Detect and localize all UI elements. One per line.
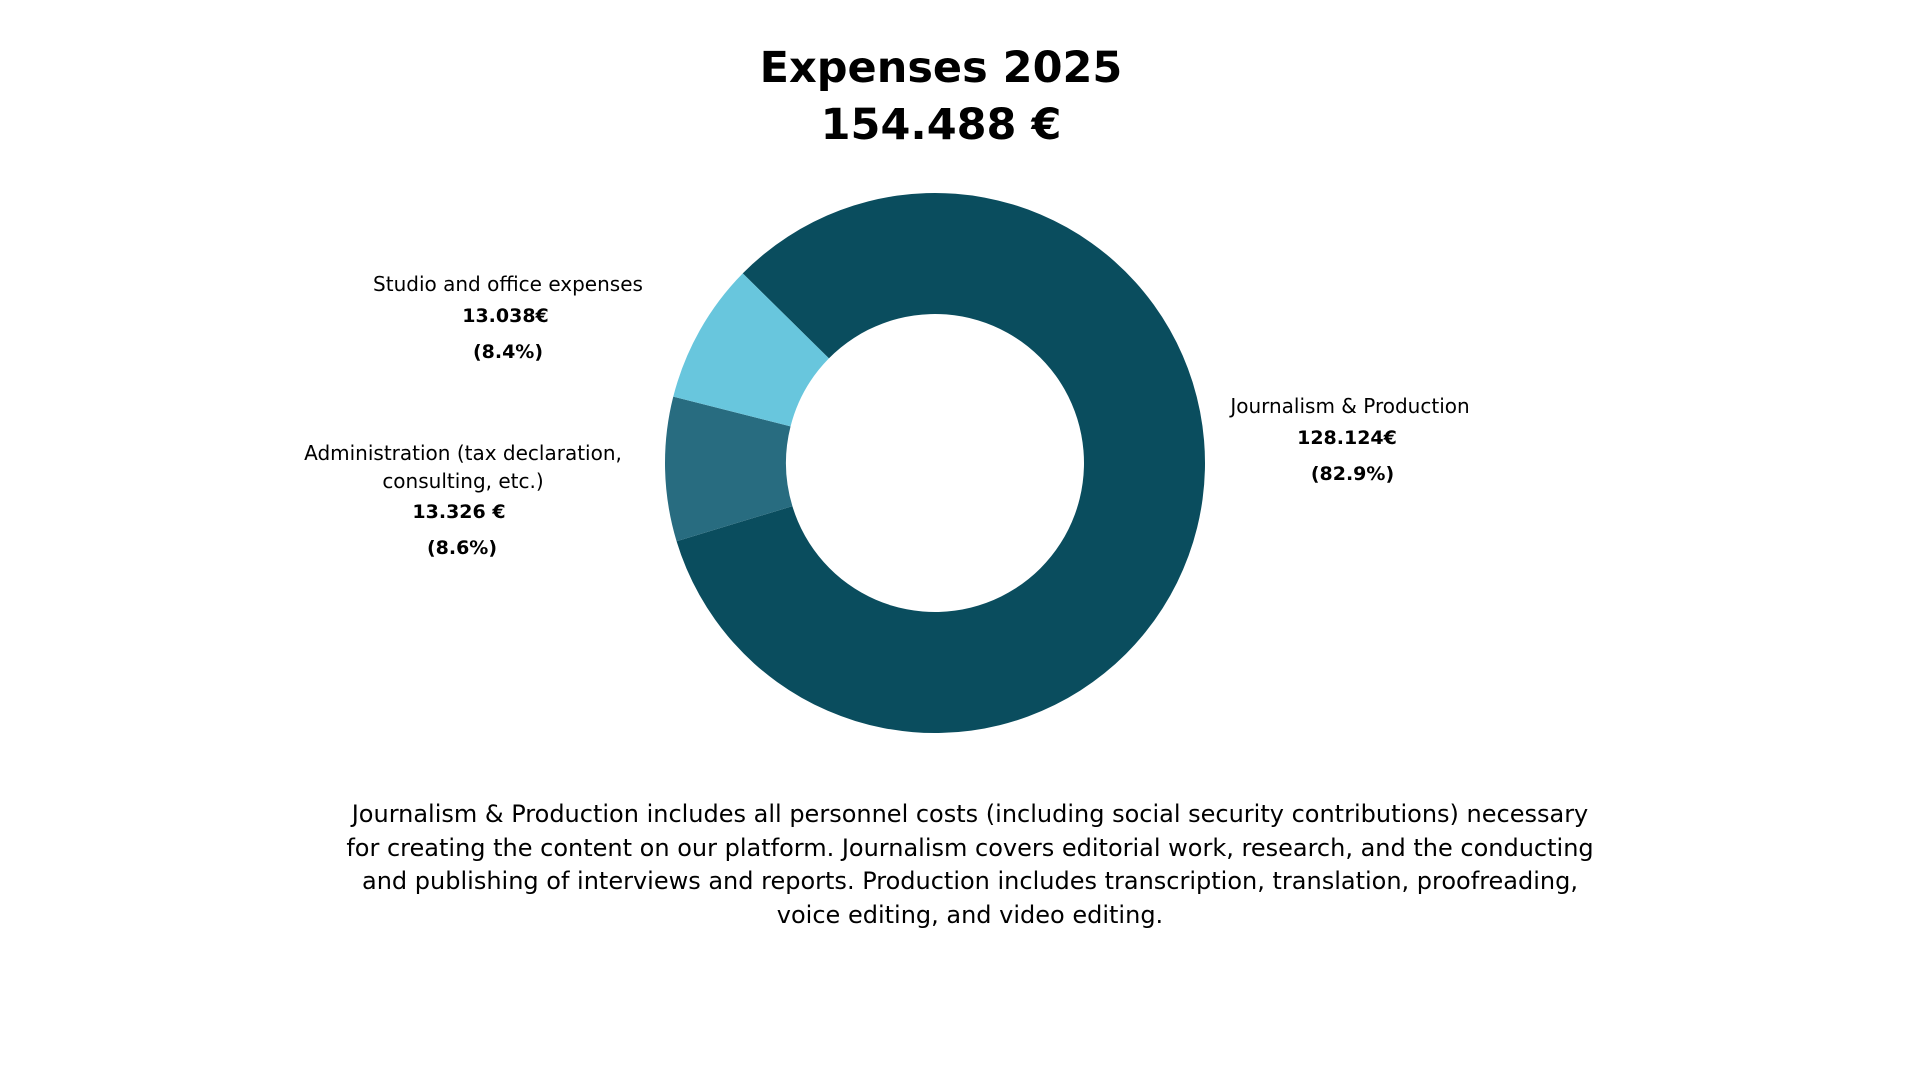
slice-label-studio: Studio and office expenses 13.038€ (8.4%… — [358, 270, 658, 370]
slice-label-journalism: Journalism & Production 128.124€ (82.9%) — [1200, 392, 1500, 492]
slice-label-administration: Administration (tax declaration, consult… — [303, 439, 623, 566]
donut-slice-journalism — [676, 193, 1206, 734]
slice-percent-studio: (8.4%) — [472, 341, 544, 363]
donut-slice-administration — [665, 396, 793, 542]
slice-percent-administration: (8.6%) — [426, 537, 498, 559]
chart-footnote: Journalism & Production includes all per… — [346, 800, 1594, 929]
donut-slice-studio — [673, 273, 829, 427]
donut-slices — [665, 193, 1206, 734]
slice-name-administration-line1: Administration (tax declaration, — [304, 441, 622, 465]
slice-value-studio: 13.038€ — [462, 305, 549, 327]
chart-title: Expenses 2025 — [759, 43, 1123, 93]
chart-total: 154.488 € — [820, 100, 1062, 150]
slice-value-administration: 13.326 € — [412, 501, 506, 523]
slice-percent-journalism: (82.9%) — [1310, 463, 1395, 485]
slice-value-journalism: 128.124€ — [1297, 427, 1397, 449]
slice-name-studio: Studio and office expenses — [373, 272, 643, 296]
slice-name-journalism: Journalism & Production — [1230, 394, 1470, 418]
slice-name-administration-line2: consulting, etc.) — [382, 469, 544, 493]
